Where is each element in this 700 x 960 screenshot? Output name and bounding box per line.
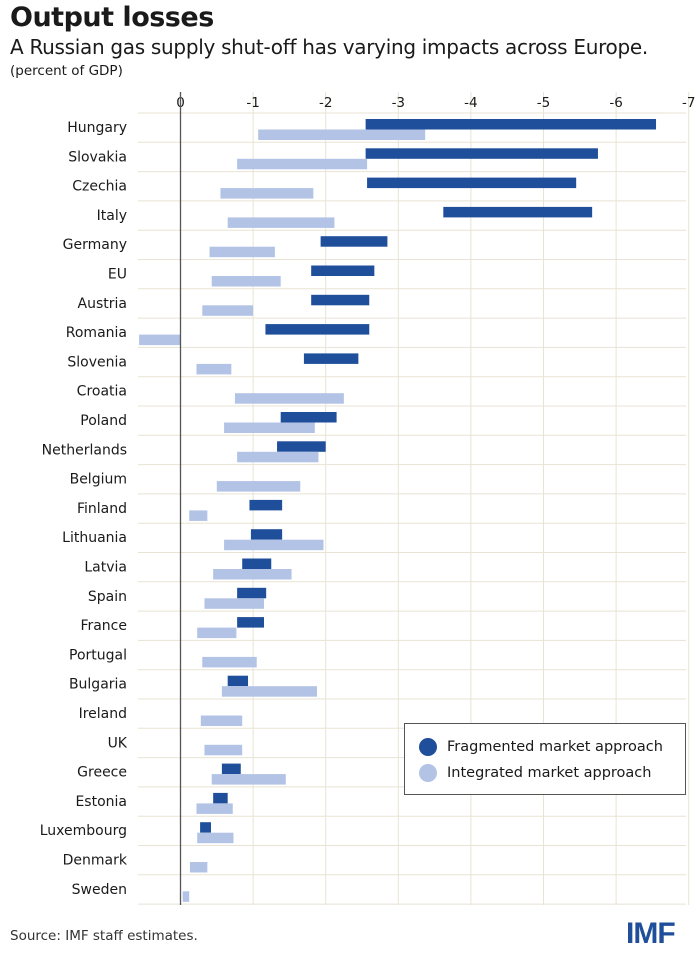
category-label: Lithuania [62, 530, 127, 546]
bar-integrated [139, 334, 181, 346]
bar-integrated [209, 246, 275, 258]
bar-fragmented [280, 412, 337, 423]
bar-fragmented [249, 499, 283, 511]
bar-chart: 0-1-2-3-4-5-6-7HungarySlovakiaCzechiaIta… [40, 92, 695, 905]
x-tick-label: -1 [246, 95, 259, 111]
category-label: Luxembourg [40, 823, 127, 839]
bar-integrated [213, 569, 292, 580]
category-label: Czechia [72, 179, 127, 195]
unit-label: (percent of GDP) [10, 63, 123, 79]
bar-integrated [204, 744, 243, 756]
category-label: Spain [88, 589, 127, 605]
bar-fragmented [365, 148, 598, 159]
category-label: Denmark [63, 853, 128, 869]
bar-fragmented [311, 265, 375, 276]
x-tick-label: -3 [392, 95, 405, 111]
bar-fragmented [200, 822, 211, 833]
category-label: Germany [63, 237, 127, 253]
bar-integrated [196, 363, 232, 375]
legend-item-integrated: Integrated market approach [419, 764, 651, 782]
legend-swatch-integrated [419, 764, 437, 782]
bar-integrated [258, 129, 426, 140]
bar-integrated [216, 481, 301, 492]
bar-fragmented [303, 353, 359, 364]
category-label: Portugal [69, 647, 127, 663]
bar-integrated [189, 510, 208, 521]
imf-logo: IMF [626, 917, 676, 950]
legend-swatch-fragmented [419, 738, 437, 756]
bar-fragmented [367, 177, 577, 189]
bar-integrated [189, 862, 208, 873]
category-label: Austria [78, 296, 127, 312]
bar-integrated [234, 393, 344, 404]
bar-integrated [227, 217, 335, 228]
bar-integrated [202, 656, 257, 668]
legend-label-fragmented: Fragmented market approach [447, 739, 663, 755]
category-label: Poland [80, 413, 127, 429]
chart-title: Output losses [10, 2, 214, 33]
category-label: Netherlands [42, 442, 127, 458]
legend-label-integrated: Integrated market approach [447, 765, 652, 781]
bar-integrated [224, 539, 324, 551]
bar-fragmented [213, 792, 228, 804]
bar-integrated [221, 686, 317, 697]
bar-fragmented [227, 675, 249, 687]
legend: Fragmented market approach Integrated ma… [404, 723, 686, 795]
category-label: France [80, 618, 127, 634]
category-label: Greece [77, 765, 127, 781]
bar-integrated [237, 451, 319, 463]
category-label: Bulgaria [69, 677, 127, 693]
bar-integrated [196, 803, 233, 814]
bar-fragmented [221, 763, 241, 775]
category-label: Croatia [77, 384, 127, 400]
x-tick-label: -6 [609, 95, 622, 111]
bar-integrated [224, 422, 315, 433]
category-label: UK [108, 735, 128, 751]
bar-integrated [220, 188, 314, 199]
category-label: Estonia [75, 794, 127, 810]
bar-fragmented [250, 529, 283, 540]
x-tick-label: -4 [464, 95, 477, 111]
bar-integrated [237, 158, 368, 170]
bar-fragmented [237, 617, 264, 628]
category-label: Belgium [70, 472, 127, 488]
bar-integrated [197, 832, 234, 844]
category-label: Hungary [67, 120, 127, 136]
source-note: Source: IMF staff estimates. [10, 928, 198, 944]
bar-fragmented [311, 294, 370, 306]
category-label: Romania [66, 325, 127, 341]
bar-fragmented [320, 236, 388, 247]
bar-fragmented [242, 558, 272, 569]
bar-integrated [211, 276, 281, 287]
category-label: Finland [77, 501, 127, 517]
chart-subtitle: A Russian gas supply shut-off has varyin… [10, 35, 648, 59]
category-label: Italy [97, 208, 127, 224]
bar-integrated [182, 891, 190, 902]
category-label: Slovakia [68, 149, 127, 165]
bar-integrated [211, 774, 286, 785]
category-label: Slovenia [67, 354, 127, 370]
bar-fragmented [365, 119, 657, 130]
category-label: Ireland [79, 706, 127, 722]
bar-integrated [204, 598, 264, 609]
bar-integrated [202, 305, 254, 316]
bar-fragmented [237, 587, 267, 599]
bar-integrated [197, 627, 237, 639]
bar-fragmented [265, 324, 370, 335]
x-tick-label: -7 [682, 95, 695, 111]
bar-fragmented [277, 441, 326, 452]
bar-integrated [200, 715, 243, 726]
legend-item-fragmented: Fragmented market approach [419, 738, 663, 756]
category-label: EU [108, 267, 127, 283]
category-label: Latvia [84, 560, 127, 576]
x-tick-label: -2 [319, 95, 332, 111]
bar-fragmented [443, 206, 593, 218]
x-tick-label: -5 [537, 95, 550, 111]
category-label: Sweden [72, 882, 127, 898]
